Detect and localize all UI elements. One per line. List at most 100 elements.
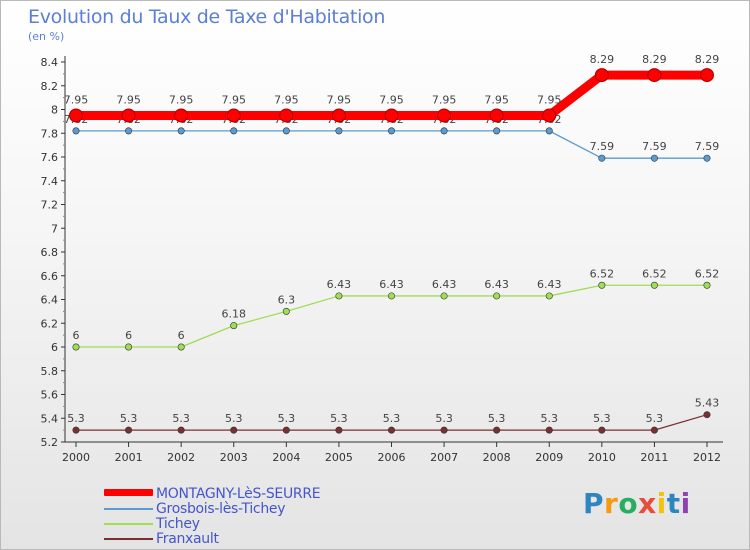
y-tick-label: 8 [51, 104, 58, 117]
legend-swatch-grosbois [104, 508, 153, 510]
logo-letter: i [680, 487, 691, 520]
data-point [177, 426, 185, 434]
data-label: 6.43 [379, 278, 404, 291]
data-point [279, 108, 294, 123]
y-tick-label: 5.4 [41, 412, 59, 425]
data-label: 5.43 [695, 397, 720, 410]
data-point [440, 127, 448, 135]
data-label: 7.95 [116, 93, 141, 106]
data-point [437, 108, 452, 123]
data-point [282, 307, 290, 315]
data-label: 5.3 [67, 412, 85, 425]
y-tick-label: 6.6 [41, 270, 59, 283]
data-label: 8.29 [695, 53, 720, 66]
data-label: 8.29 [590, 53, 615, 66]
y-tick-label: 7.2 [41, 199, 59, 212]
data-point [703, 154, 711, 162]
y-tick-label: 5.2 [41, 436, 59, 449]
data-label: 6 [178, 329, 185, 342]
data-point [335, 127, 343, 135]
data-point [230, 322, 238, 330]
data-point [125, 343, 133, 351]
legend-swatch-montagny [104, 489, 153, 496]
data-label: 5.3 [120, 412, 138, 425]
data-point [493, 292, 501, 300]
data-point [598, 154, 606, 162]
logo-letter: r [604, 487, 619, 520]
data-label: 5.3 [383, 412, 401, 425]
data-label: 7.95 [274, 93, 299, 106]
x-tick-label: 2005 [325, 451, 353, 464]
data-point [650, 426, 658, 434]
data-label: 6 [125, 329, 132, 342]
logo-letter: t [666, 487, 681, 520]
data-label: 7.59 [590, 140, 615, 153]
data-label: 7.95 [379, 93, 404, 106]
data-point [650, 154, 658, 162]
data-point [72, 343, 80, 351]
data-label: 7.95 [432, 93, 457, 106]
data-label: 5.3 [646, 412, 664, 425]
data-label: 6.43 [484, 278, 509, 291]
data-label: 6.43 [432, 278, 457, 291]
data-label: 6.43 [327, 278, 352, 291]
data-label: 5.3 [593, 412, 611, 425]
y-tick-label: 6.4 [41, 294, 59, 307]
x-tick-label: 2002 [167, 451, 195, 464]
data-point [489, 108, 504, 123]
logo-letter: P [583, 487, 605, 520]
y-tick-label: 7.8 [41, 127, 59, 140]
data-label: 7.95 [64, 93, 89, 106]
y-tick-label: 7.4 [41, 175, 59, 188]
data-point [647, 68, 662, 83]
x-tick-label: 2007 [430, 451, 458, 464]
logo-letter: i [656, 487, 667, 520]
data-label: 5.3 [225, 412, 243, 425]
data-point [440, 426, 448, 434]
data-label: 6 [73, 329, 80, 342]
data-point [72, 426, 80, 434]
x-tick-label: 2008 [483, 451, 511, 464]
chart-title: Evolution du Taux de Taxe d'Habitation [28, 6, 386, 28]
data-label: 6.3 [278, 293, 296, 306]
legend-label-tichey: Tichey [156, 516, 200, 532]
legend-swatch-tichey [104, 523, 153, 525]
data-label: 5.3 [278, 412, 296, 425]
x-tick-label: 2006 [378, 451, 406, 464]
y-tick-label: 8.4 [41, 56, 59, 69]
data-point [177, 343, 185, 351]
y-tick-label: 6.2 [41, 317, 59, 330]
data-point [542, 108, 557, 123]
data-label: 7.95 [537, 93, 562, 106]
data-point [493, 127, 501, 135]
data-point [282, 426, 290, 434]
x-tick-label: 2001 [115, 451, 143, 464]
data-point [545, 127, 553, 135]
data-point [69, 108, 83, 123]
data-point [335, 292, 343, 300]
logo-letter: x [638, 487, 657, 520]
data-point [174, 108, 189, 123]
data-label: 7.95 [484, 93, 509, 106]
data-label: 5.3 [541, 412, 559, 425]
data-point [387, 292, 395, 300]
data-point [282, 127, 290, 135]
data-label: 7.95 [327, 93, 352, 106]
y-tick-label: 8.2 [41, 80, 59, 93]
logo-letter: o [618, 487, 639, 520]
data-label: 5.3 [488, 412, 506, 425]
x-tick-label: 2003 [220, 451, 248, 464]
data-point [125, 426, 133, 434]
data-point [598, 281, 606, 289]
data-label: 5.3 [172, 412, 190, 425]
data-point [230, 426, 238, 434]
data-point [700, 68, 714, 83]
legend-label-franxault: Franxault [156, 531, 219, 547]
data-point [335, 426, 343, 434]
data-point [331, 108, 346, 123]
legend-label-grosbois: Grosbois-lès-Tichey [156, 501, 286, 517]
data-label: 6.18 [222, 308, 247, 321]
data-point [545, 292, 553, 300]
